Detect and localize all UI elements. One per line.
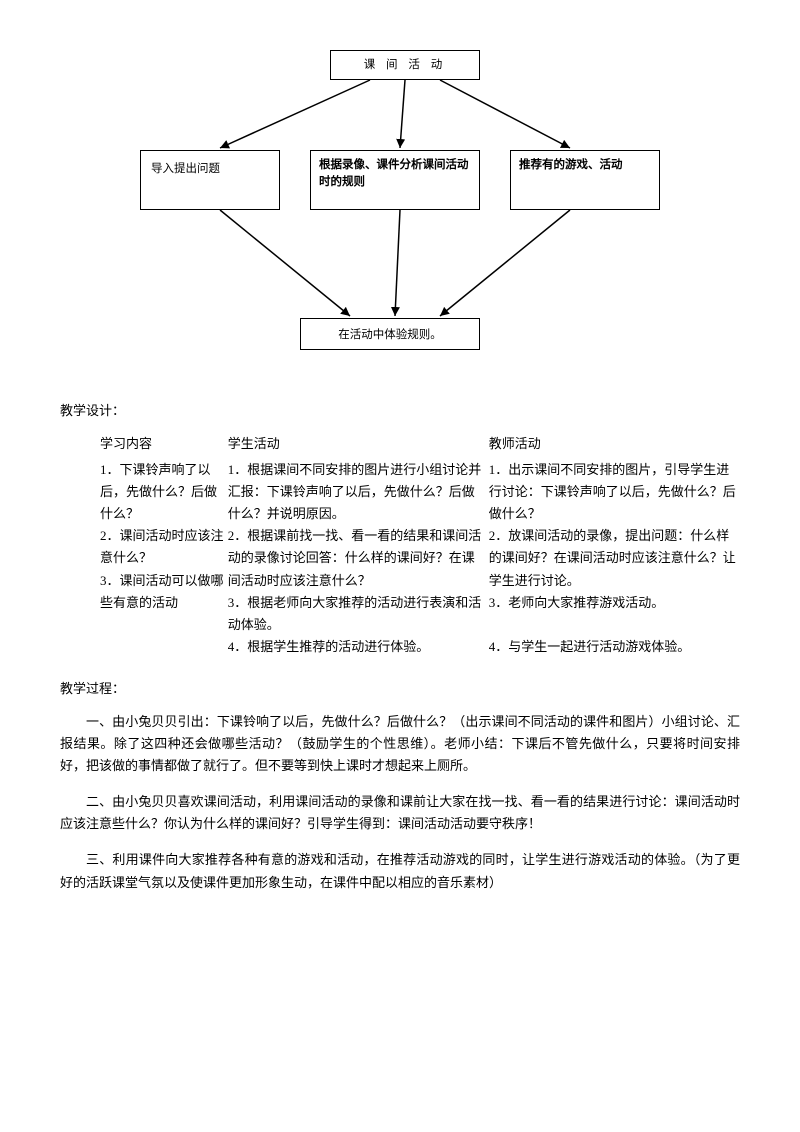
th-teacher: 教师活动 xyxy=(489,433,740,459)
heading-process: 教学过程： xyxy=(60,678,740,697)
table-row: 1．下课铃声响了以后，先做什么？后做什么？2．课间活动时应该注意什么？3．课间活… xyxy=(100,459,740,658)
cell-student: 1．根据课间不同安排的图片进行小组讨论并汇报：下课铃声响了以后，先做什么？后做什… xyxy=(228,459,489,658)
th-student: 学生活动 xyxy=(228,433,489,459)
th-content: 学习内容 xyxy=(100,433,228,459)
paragraph-3: 三、利用课件向大家推荐各种有意的游戏和活动，在推荐活动游戏的同时，让学生进行游戏… xyxy=(60,849,740,893)
diagram-arrows xyxy=(120,50,680,380)
paragraph-1: 一、由小兔贝贝引出：下课铃响了以后，先做什么？后做什么？（出示课间不同活动的课件… xyxy=(60,711,740,777)
paragraph-2: 二、由小兔贝贝喜欢课间活动，利用课间活动的录像和课前让大家在找一找、看一看的结果… xyxy=(60,791,740,835)
design-table: 学习内容 学生活动 教师活动 1．下课铃声响了以后，先做什么？后做什么？2．课间… xyxy=(100,433,740,658)
heading-design: 教学设计： xyxy=(60,400,740,419)
flow-diagram: 课 间 活 动 导入提出问题 根据录像、课件分析课间活动时的规则 推荐有的游戏、… xyxy=(120,50,680,380)
cell-teacher: 1．出示课间不同安排的图片，引导学生进行讨论：下课铃声响了以后，先做什么？后做什… xyxy=(489,459,740,658)
cell-content: 1．下课铃声响了以后，先做什么？后做什么？2．课间活动时应该注意什么？3．课间活… xyxy=(100,459,228,658)
